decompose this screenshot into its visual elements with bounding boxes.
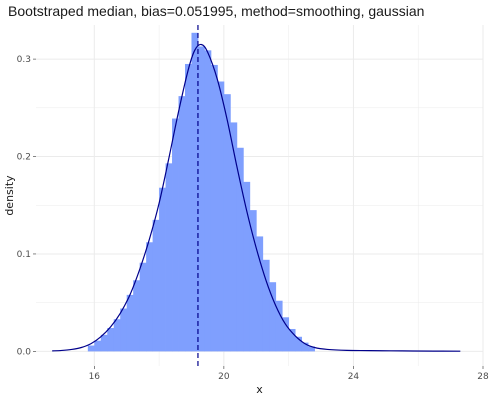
histogram-bar — [197, 46, 205, 352]
density-curve — [52, 43, 461, 352]
x-tick-label: 20 — [218, 372, 230, 382]
chart-title: Bootstraped median, bias=0.051995, metho… — [8, 3, 425, 19]
histogram-bar — [217, 81, 225, 352]
histogram-bar — [146, 242, 154, 352]
histogram-bar — [256, 236, 264, 352]
x-tick-label: 24 — [348, 372, 360, 382]
x-tick-label: 28 — [477, 372, 489, 382]
histogram-bar — [87, 345, 95, 352]
histogram-bar — [308, 346, 315, 352]
y-tick-label: 0.2 — [17, 153, 31, 163]
histogram-bar — [204, 50, 212, 352]
histogram-bar — [178, 96, 186, 352]
x-tick-label: 16 — [89, 372, 101, 382]
histogram-bar — [113, 319, 121, 352]
histogram-bar — [100, 334, 108, 352]
histogram-bar — [288, 328, 296, 352]
y-axis-title: density — [3, 175, 16, 216]
histogram-bar — [120, 308, 128, 352]
y-tick-label: 0.1 — [17, 250, 31, 260]
y-axis-ticks: 0.0 0.1 0.2 0.3 — [17, 55, 36, 357]
histogram-bar — [185, 63, 192, 352]
histogram-bar — [152, 219, 160, 352]
histogram-bar — [262, 259, 270, 352]
histogram-bar — [126, 294, 134, 352]
histogram-bar — [269, 282, 277, 352]
histogram-bar — [139, 262, 147, 352]
y-tick-label: 0.0 — [17, 347, 32, 357]
histogram-bar — [223, 94, 231, 352]
histogram-bar — [94, 340, 102, 352]
histogram-bar — [249, 210, 257, 352]
histogram-bar — [243, 181, 251, 352]
histogram-bar — [165, 163, 173, 352]
histogram-bar — [210, 64, 218, 352]
histogram-bar — [107, 328, 115, 352]
histogram-bars — [87, 32, 315, 352]
histogram-bar — [236, 147, 244, 352]
histogram-bar — [301, 342, 309, 352]
x-axis-ticks: 16 20 24 28 — [89, 366, 489, 382]
histogram-bar — [172, 118, 179, 352]
histogram-bar — [295, 336, 303, 352]
x-axis-title: x — [256, 383, 263, 396]
y-tick-label: 0.3 — [17, 55, 31, 65]
histogram-bar — [159, 187, 166, 352]
histogram-bar — [282, 317, 290, 352]
histogram-bar — [133, 280, 141, 352]
histogram-bar — [191, 32, 199, 352]
histogram-bar — [275, 300, 283, 352]
histogram-bar — [230, 122, 238, 352]
